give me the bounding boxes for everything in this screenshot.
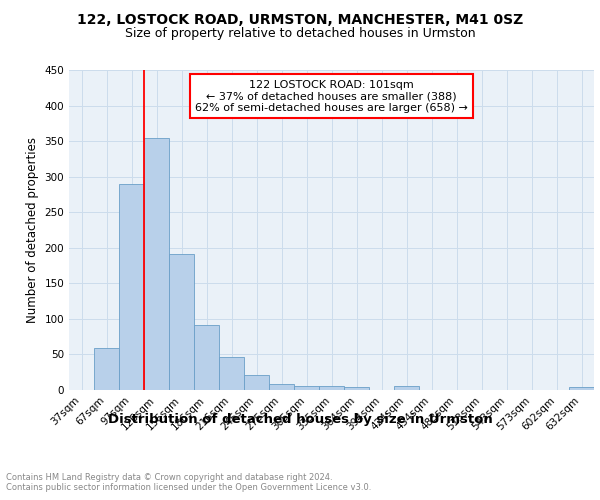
Bar [294,386,319,390]
Bar [119,184,144,390]
Bar [219,358,244,390]
Bar [194,326,219,390]
Bar [94,348,119,390]
Bar [169,254,194,390]
Text: 122, LOSTOCK ROAD, URMSTON, MANCHESTER, M41 0SZ: 122, LOSTOCK ROAD, URMSTON, MANCHESTER, … [77,12,523,26]
Text: Contains HM Land Registry data © Crown copyright and database right 2024.
Contai: Contains HM Land Registry data © Crown c… [6,472,371,492]
Bar [269,384,294,390]
Bar [569,387,594,390]
Bar [394,386,419,390]
Bar [144,138,169,390]
Bar [344,387,369,390]
Text: Distribution of detached houses by size in Urmston: Distribution of detached houses by size … [107,412,493,426]
Bar [319,386,344,390]
Text: 122 LOSTOCK ROAD: 101sqm
← 37% of detached houses are smaller (388)
62% of semi-: 122 LOSTOCK ROAD: 101sqm ← 37% of detach… [195,80,468,113]
Y-axis label: Number of detached properties: Number of detached properties [26,137,39,323]
Bar [244,375,269,390]
Text: Size of property relative to detached houses in Urmston: Size of property relative to detached ho… [125,28,475,40]
